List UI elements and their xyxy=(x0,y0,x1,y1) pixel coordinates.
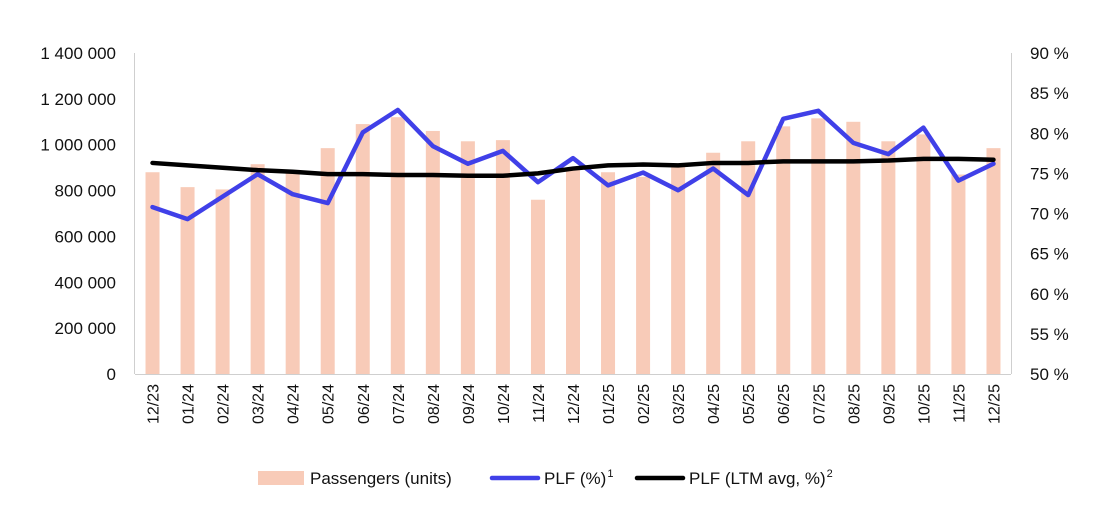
x-tick-label: 08/24 xyxy=(426,384,443,424)
bar-10-25 xyxy=(916,134,931,374)
x-tick-label: 06/25 xyxy=(776,384,793,424)
x-tick-label: 03/25 xyxy=(671,384,688,424)
right-tick-label: 90 % xyxy=(1030,44,1069,63)
x-tick-label: 04/24 xyxy=(286,384,303,424)
legend-label: PLF (%)1 xyxy=(544,468,613,488)
right-tick-label: 55 % xyxy=(1030,325,1069,344)
x-tick-label: 01/25 xyxy=(601,384,618,424)
bar-08-25 xyxy=(846,121,861,374)
x-tick-label: 04/25 xyxy=(706,384,723,424)
left-tick-label: 200 000 xyxy=(55,319,116,338)
bar-04-24 xyxy=(285,169,300,374)
left-tick-label: 1 400 000 xyxy=(40,44,116,63)
legend-footnote-marker: 1 xyxy=(607,468,613,480)
bar-series-passengers xyxy=(145,117,1001,375)
bar-04-25 xyxy=(706,152,721,374)
right-tick-label: 50 % xyxy=(1030,365,1069,384)
bar-03-25 xyxy=(671,166,686,374)
x-tick-label: 07/25 xyxy=(811,384,828,424)
x-tick-label: 03/24 xyxy=(251,384,268,424)
x-tick-label: 07/24 xyxy=(391,384,408,424)
bar-09-25 xyxy=(881,141,896,374)
right-tick-label: 60 % xyxy=(1030,285,1069,304)
legend-swatch-bar xyxy=(258,471,304,485)
bar-10-24 xyxy=(495,140,510,374)
bar-08-24 xyxy=(425,130,440,374)
x-tick-label: 10/25 xyxy=(916,384,933,424)
x-tick-label: 11/25 xyxy=(951,384,968,423)
bar-11-24 xyxy=(530,199,545,374)
right-tick-label: 85 % xyxy=(1030,84,1069,103)
bar-01-25 xyxy=(601,172,616,374)
left-tick-label: 400 000 xyxy=(55,273,116,292)
left-tick-label: 1 200 000 xyxy=(40,90,116,109)
x-tick-label: 08/25 xyxy=(846,384,863,424)
x-tick-label: 10/24 xyxy=(496,384,513,424)
legend-footnote-marker: 2 xyxy=(827,468,833,480)
x-tick-label: 09/24 xyxy=(461,384,478,424)
legend-label: Passengers (units) xyxy=(310,469,452,488)
bar-03-24 xyxy=(250,164,265,374)
right-tick-label: 80 % xyxy=(1030,124,1069,143)
line-series-group xyxy=(150,107,996,222)
left-tick-label: 800 000 xyxy=(55,182,116,201)
legend-item: PLF (LTM avg, %)2 xyxy=(634,468,833,488)
bar-07-24 xyxy=(390,117,405,374)
x-tick-label: 09/25 xyxy=(881,384,898,424)
left-tick-label: 0 xyxy=(107,365,116,384)
x-tick-label: 12/25 xyxy=(986,384,1003,424)
line-plf xyxy=(150,107,996,222)
x-tick-label: 05/24 xyxy=(321,384,338,424)
bar-05-24 xyxy=(320,148,335,374)
bar-07-25 xyxy=(811,118,826,374)
x-tick-label: 11/24 xyxy=(531,384,548,423)
legend-item: Passengers (units) xyxy=(258,469,452,488)
bar-06-24 xyxy=(355,124,370,374)
bar-05-25 xyxy=(741,141,756,374)
legend-label: PLF (LTM avg, %)2 xyxy=(689,468,833,488)
bar-02-25 xyxy=(636,176,651,374)
x-tick-label: 06/24 xyxy=(356,384,373,424)
x-axis-ticks: 12/23 01/24 02/24 03/24 04/24 05/24 06/24 07/24… xyxy=(146,384,1004,424)
x-tick-label: 05/25 xyxy=(741,384,758,424)
left-tick-label: 1 000 000 xyxy=(40,136,116,155)
x-tick-label: 12/24 xyxy=(566,384,583,424)
x-tick-label: 12/23 xyxy=(146,384,163,424)
bar-12-25 xyxy=(986,148,1001,374)
x-tick-label: 01/24 xyxy=(181,384,198,424)
bar-11-25 xyxy=(951,174,966,374)
chart-legend: Passengers (units) PLF (%)1 PLF (LTM avg, … xyxy=(258,468,833,488)
bar-12-24 xyxy=(566,167,580,374)
right-tick-label: 70 % xyxy=(1030,205,1069,224)
left-tick-label: 600 000 xyxy=(55,227,116,246)
line-plf-ltm-avg xyxy=(150,156,996,179)
bar-09-24 xyxy=(460,141,475,374)
bar-06-25 xyxy=(776,126,791,375)
x-tick-label: 02/24 xyxy=(216,384,233,424)
right-tick-label: 75 % xyxy=(1030,164,1069,183)
legend-item: PLF (%)1 xyxy=(489,468,613,488)
x-tick-label: 02/25 xyxy=(636,384,653,424)
bar-12-23 xyxy=(145,172,160,374)
left-axis-ticks: 0 200 000 400 000 600 000 800 000 1 000 000 1 … xyxy=(40,44,116,384)
right-axis-ticks: 50 % 55 % 60 % 65 % 70 % 75 % 80 % 85 % 90 % xyxy=(1030,44,1069,384)
bar-01-24 xyxy=(180,187,195,374)
right-tick-label: 65 % xyxy=(1030,245,1069,264)
bar-02-24 xyxy=(215,189,230,374)
